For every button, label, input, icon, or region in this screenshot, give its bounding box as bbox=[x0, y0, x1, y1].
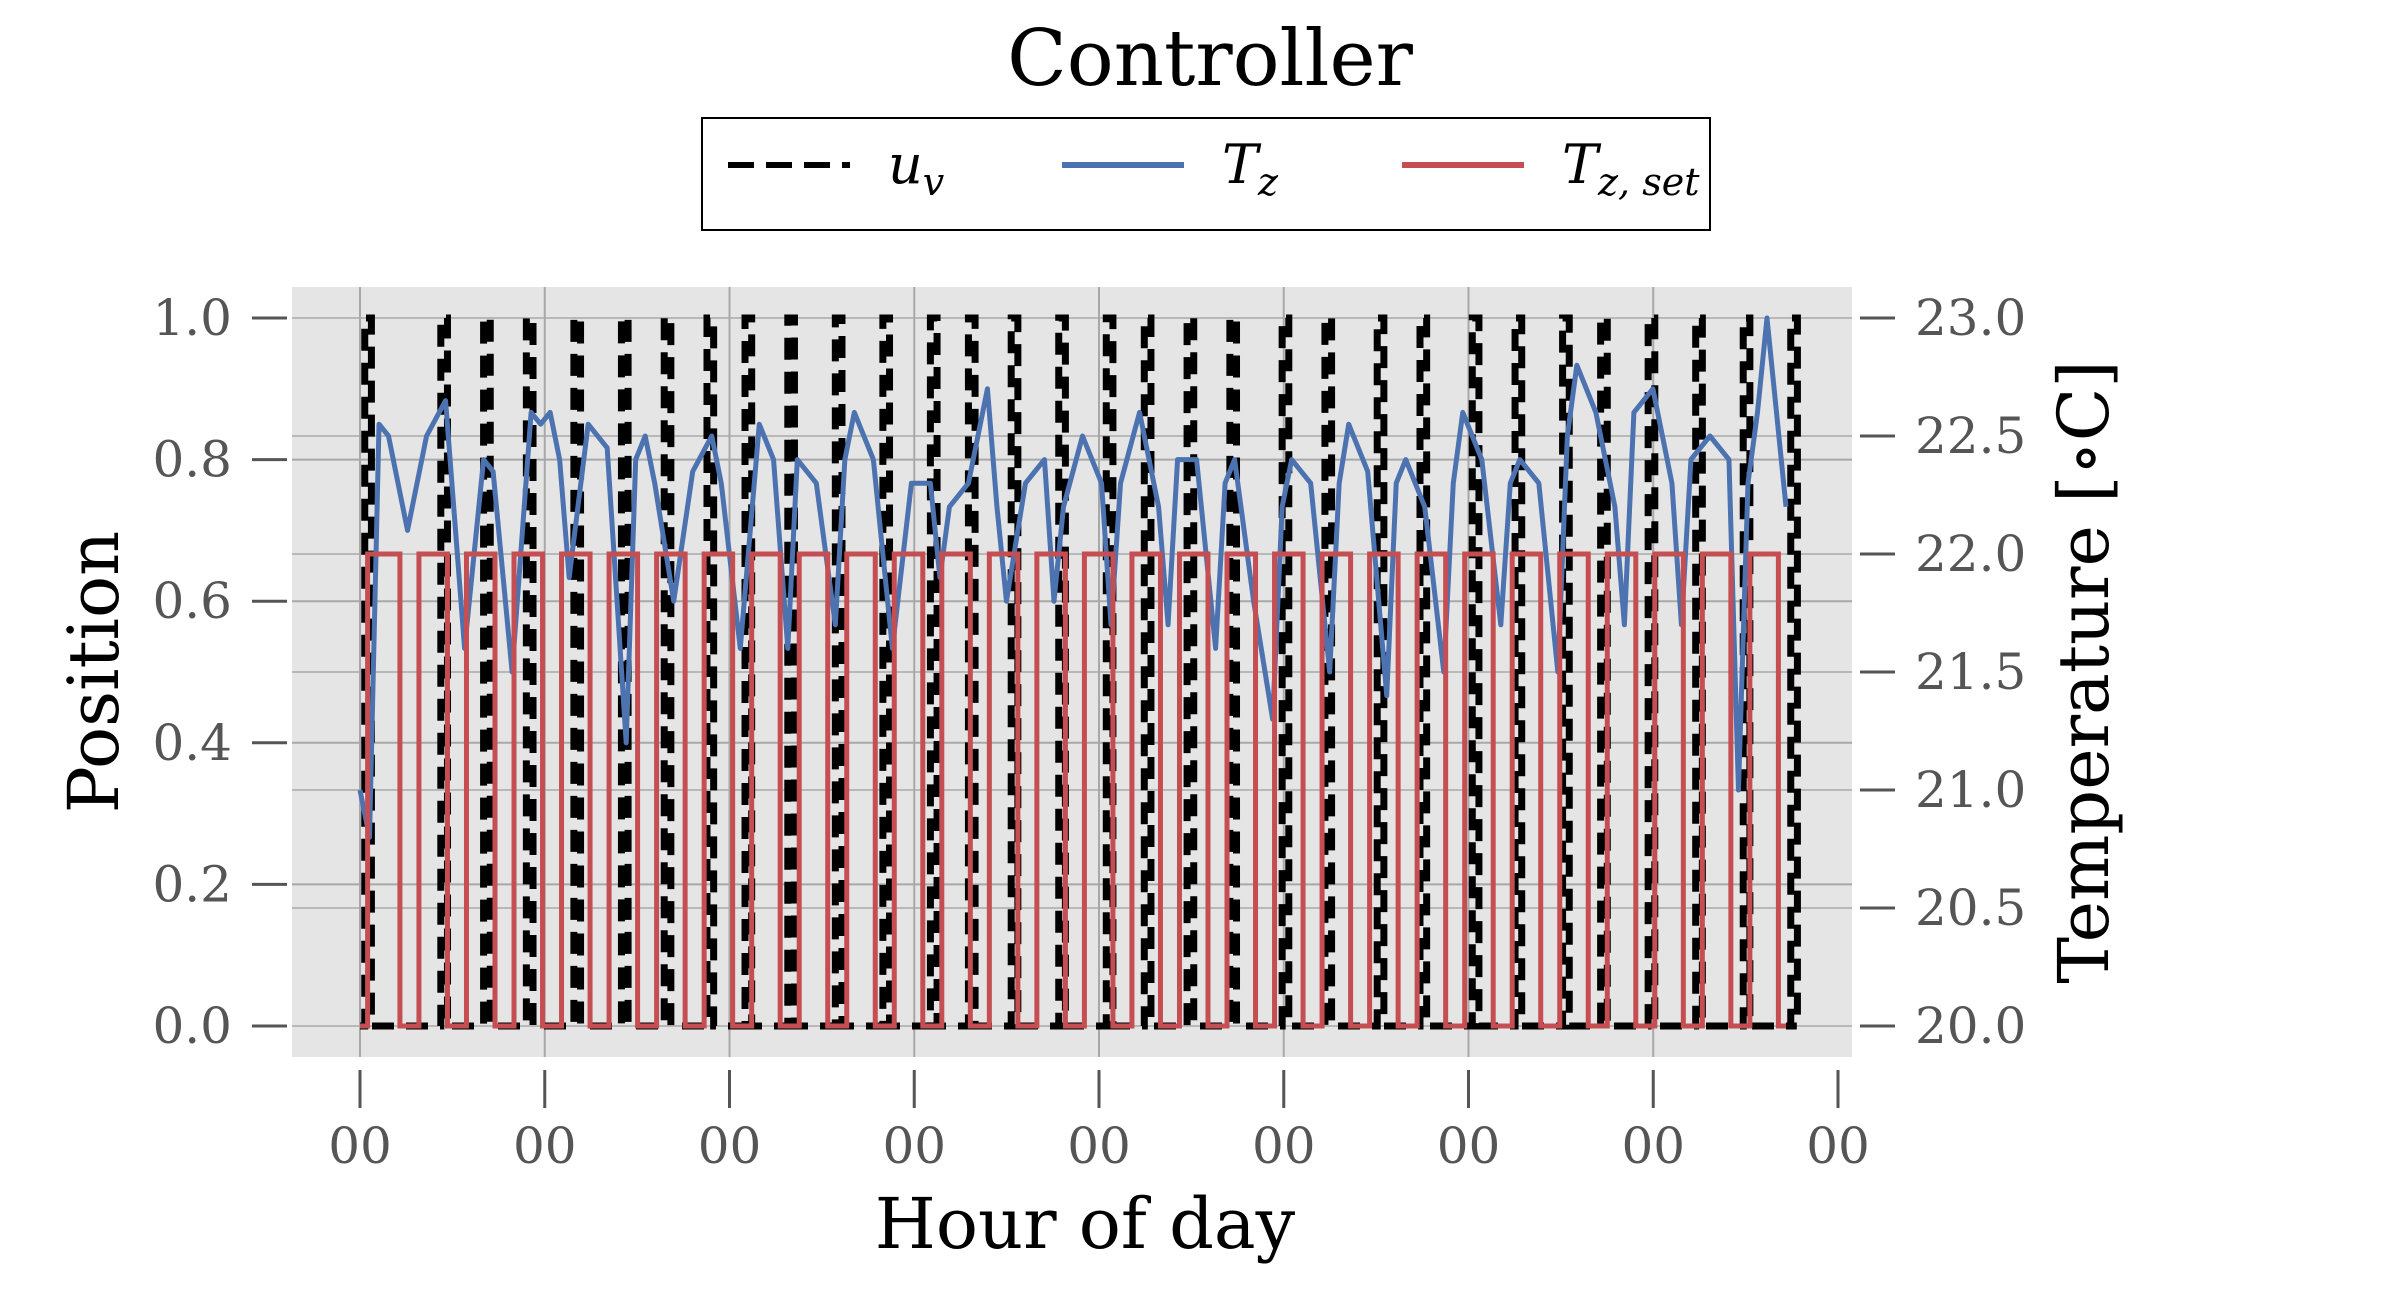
x-tick-label: 00 bbox=[1437, 1117, 1501, 1175]
legend-label-sub: v bbox=[923, 160, 945, 204]
x-tick-label: 00 bbox=[513, 1117, 577, 1175]
y-tick-label-right: 22.0 bbox=[1915, 525, 2026, 583]
y-tick-label-right: 22.5 bbox=[1915, 407, 2026, 465]
x-axis-label: Hour of day bbox=[875, 1183, 1296, 1265]
x-tick-label: 00 bbox=[1252, 1117, 1316, 1175]
y-tick-label-left: 0.6 bbox=[152, 572, 232, 630]
y-tick-label-left: 0.2 bbox=[152, 855, 232, 913]
y-tick-label-left: 0.0 bbox=[152, 997, 232, 1055]
y-tick-label-right: 21.5 bbox=[1915, 643, 2026, 701]
y-tick-label-left: 0.4 bbox=[152, 714, 232, 772]
y-tick-label-left: 1.0 bbox=[152, 289, 232, 347]
legend-box bbox=[701, 117, 1711, 231]
y-tick-label-right: 20.5 bbox=[1915, 879, 2026, 937]
x-tick-label: 00 bbox=[882, 1117, 946, 1175]
series-line-t-z-set bbox=[360, 551, 1786, 1029]
y-tick-label-right: 21.0 bbox=[1915, 761, 2026, 819]
chart-title: Controller bbox=[1007, 14, 1414, 104]
series-line-t-z bbox=[357, 315, 1789, 840]
x-tick-label: 00 bbox=[1621, 1117, 1685, 1175]
legend-label-sub: z bbox=[1257, 160, 1279, 204]
x-tick-label: 00 bbox=[328, 1117, 392, 1175]
x-tick-label: 00 bbox=[698, 1117, 762, 1175]
y-tick-label-right: 23.0 bbox=[1915, 289, 2026, 347]
x-tick-label: 00 bbox=[1067, 1117, 1131, 1175]
legend-label-sub: z, set bbox=[1597, 160, 1700, 204]
x-tick-label: 00 bbox=[1806, 1117, 1870, 1175]
axes-layer: 0.0 0.2 0.4 0.6 0.8 1.0 20.0 20.5 21.0 21.5 22.0 22… bbox=[152, 289, 2026, 1175]
y-axis-label-left: Position bbox=[53, 531, 135, 813]
y-axis-label-right: Temperature [∘C] bbox=[2043, 360, 2125, 983]
y-tick-label-left: 0.8 bbox=[152, 431, 232, 489]
series-layer bbox=[357, 314, 1801, 1030]
legend: uv Tz Tz, set bbox=[701, 117, 1711, 231]
y-tick-label-right: 20.0 bbox=[1915, 997, 2026, 1055]
